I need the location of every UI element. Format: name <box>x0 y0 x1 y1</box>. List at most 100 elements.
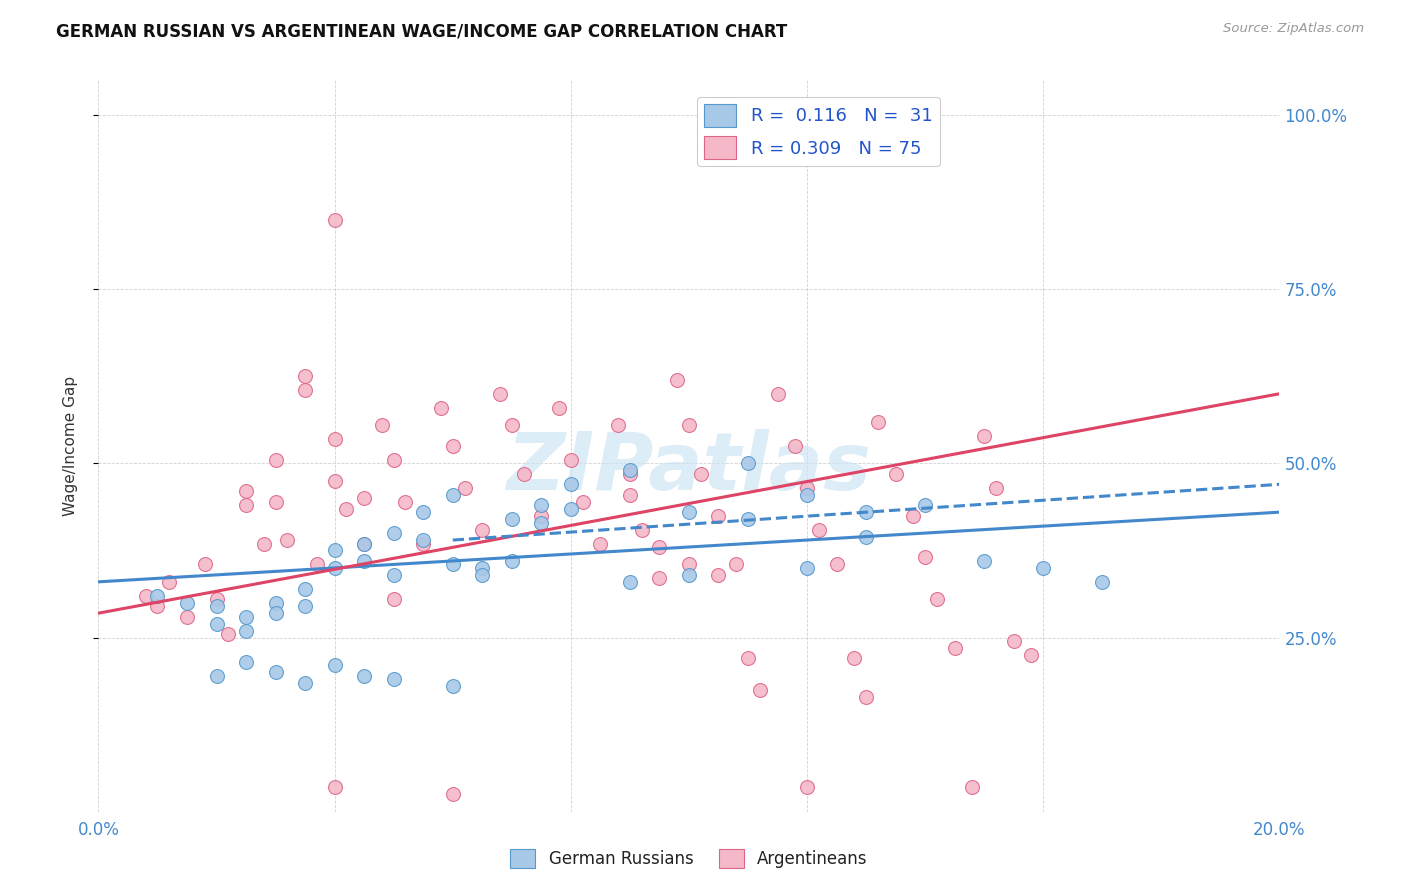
Point <box>441 679 464 693</box>
Point <box>530 516 553 530</box>
Point <box>607 418 630 433</box>
Point <box>205 599 228 614</box>
Point <box>294 369 316 384</box>
Text: Source: ZipAtlas.com: Source: ZipAtlas.com <box>1223 22 1364 36</box>
Point <box>264 494 287 508</box>
Point <box>323 432 346 446</box>
Legend: German Russians, Argentineans: German Russians, Argentineans <box>503 842 875 875</box>
Point <box>323 780 346 795</box>
Point <box>205 669 228 683</box>
Point <box>707 508 730 523</box>
Point <box>157 574 180 589</box>
Point <box>619 488 641 502</box>
Point <box>441 439 464 453</box>
Point <box>619 574 641 589</box>
Point <box>785 439 807 453</box>
Point <box>737 457 759 471</box>
Point <box>382 673 405 687</box>
Point <box>353 536 375 550</box>
Point <box>648 571 671 585</box>
Point <box>825 558 848 572</box>
Point <box>176 596 198 610</box>
Point <box>748 682 770 697</box>
Point <box>866 415 889 429</box>
Point <box>217 627 239 641</box>
Point <box>235 655 257 669</box>
Point <box>353 536 375 550</box>
Point <box>678 567 700 582</box>
Point <box>796 488 818 502</box>
Legend: R =  0.116   N =  31, R = 0.309   N = 75: R = 0.116 N = 31, R = 0.309 N = 75 <box>696 96 939 167</box>
Point <box>382 592 405 607</box>
Point <box>294 599 316 614</box>
Point <box>796 780 818 795</box>
Point <box>1002 634 1025 648</box>
Point <box>501 512 523 526</box>
Point <box>707 567 730 582</box>
Point <box>453 481 475 495</box>
Point <box>737 651 759 665</box>
Point <box>973 428 995 442</box>
Point <box>441 787 464 801</box>
Point <box>1032 561 1054 575</box>
Point <box>235 624 257 638</box>
Point <box>855 505 877 519</box>
Point <box>235 609 257 624</box>
Point <box>382 453 405 467</box>
Point <box>412 533 434 547</box>
Point <box>253 536 276 550</box>
Point <box>335 501 357 516</box>
Point <box>914 550 936 565</box>
Point <box>796 481 818 495</box>
Point <box>973 554 995 568</box>
Y-axis label: Wage/Income Gap: Wage/Income Gap <box>63 376 77 516</box>
Text: GERMAN RUSSIAN VS ARGENTINEAN WAGE/INCOME GAP CORRELATION CHART: GERMAN RUSSIAN VS ARGENTINEAN WAGE/INCOM… <box>56 22 787 40</box>
Point <box>548 401 571 415</box>
Point <box>382 567 405 582</box>
Point <box>323 561 346 575</box>
Point <box>796 561 818 575</box>
Point <box>619 463 641 477</box>
Point <box>294 384 316 398</box>
Point <box>471 561 494 575</box>
Point <box>235 484 257 499</box>
Point <box>589 536 612 550</box>
Point <box>571 494 593 508</box>
Point <box>560 501 582 516</box>
Point <box>441 488 464 502</box>
Point <box>962 780 984 795</box>
Point <box>512 467 534 481</box>
Point <box>678 418 700 433</box>
Point <box>353 491 375 506</box>
Point <box>353 554 375 568</box>
Point <box>689 467 711 481</box>
Point <box>146 589 169 603</box>
Point <box>1091 574 1114 589</box>
Point <box>276 533 298 547</box>
Point <box>766 386 789 401</box>
Point <box>471 523 494 537</box>
Point <box>630 523 652 537</box>
Point <box>305 558 328 572</box>
Point <box>323 474 346 488</box>
Point <box>430 401 453 415</box>
Point <box>323 658 346 673</box>
Point <box>235 498 257 512</box>
Point <box>205 592 228 607</box>
Point <box>382 526 405 541</box>
Point <box>530 508 553 523</box>
Point <box>264 453 287 467</box>
Point <box>264 596 287 610</box>
Point <box>855 530 877 544</box>
Point <box>925 592 948 607</box>
Point <box>441 558 464 572</box>
Point <box>371 418 394 433</box>
Point <box>943 640 966 655</box>
Point <box>666 373 689 387</box>
Point <box>855 690 877 704</box>
Point <box>412 536 434 550</box>
Point <box>135 589 157 603</box>
Point <box>884 467 907 481</box>
Point <box>176 609 198 624</box>
Point <box>678 558 700 572</box>
